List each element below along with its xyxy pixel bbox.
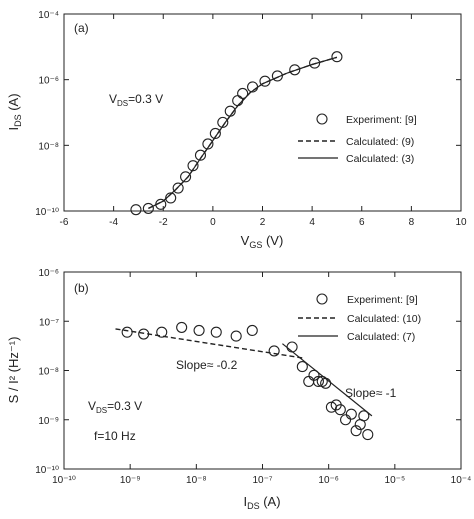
legend-b-calc10-label: Calculated: (10) [347,313,421,325]
experiment-point [165,192,177,204]
panel-b-slope-left: Slope≈ -0.2 [176,358,238,372]
experiment-point [180,171,192,183]
experiment-point [331,51,343,63]
experiment-point [320,377,332,389]
experiment-point [309,57,321,69]
experiment-point [224,105,236,117]
panel-b-slope-right: Slope≈ -1 [345,386,397,400]
x-tick-label: 10⁻⁵ [385,475,406,486]
experiment-point [138,328,150,340]
experiment-point [286,341,298,353]
experiment-point [345,408,357,420]
x-tick-label: 10⁻¹⁰ [52,475,76,486]
y-tick-label: 10⁻⁶ [38,268,59,279]
x-tick-label: 0 [210,217,216,228]
experiment-point [350,425,362,437]
x-tick-label: -4 [109,217,118,228]
panel-b: 10⁻¹⁰ 10⁻⁹ 10⁻⁸ 10⁻⁷ 10⁻⁶ 10⁻⁵ 10⁻⁴ 10⁻¹⁰10⁻⁹1… [6,268,471,511]
x-tick-label: -2 [159,217,168,228]
x-tick-label: 4 [309,217,315,228]
experiment-point [155,198,167,210]
experiment-point [271,70,283,82]
experiment-point [193,324,205,337]
experiment-point [209,127,221,140]
panel-b-x-axis-label: IDS (A) [243,494,280,511]
y-tick-label: 10⁻⁹ [38,416,59,427]
experiment-point [156,326,168,338]
y-tick-label: 10⁻⁸ [38,141,59,152]
panel-b-x-ticks: 10⁻¹⁰ 10⁻⁹ 10⁻⁸ 10⁻⁷ 10⁻⁶ 10⁻⁵ 10⁻⁴ [52,272,471,486]
x-tick-label: 10⁻⁴ [451,475,472,486]
legend-a-experiment-marker [316,113,328,125]
x-tick-label: 10⁻⁸ [186,475,207,486]
y-tick-label: 10⁻⁸ [38,367,59,378]
experiment-point [217,116,229,128]
y-tick-label: 10⁻¹⁰ [35,207,59,218]
experiment-point [340,414,352,426]
panel-a-x-axis-label: VGS (V) [241,233,284,250]
experiment-point [202,138,214,150]
x-tick-label: 10⁻⁹ [120,475,141,486]
experiment-point [268,345,280,357]
x-tick-label: -6 [60,217,69,228]
x-tick-label: 10⁻⁷ [252,475,272,486]
y-tick-label: 10⁻¹⁰ [35,465,59,476]
x-tick-label: 10 [455,217,467,228]
experiment-point [121,326,133,338]
x-tick-label: 2 [260,217,266,228]
x-tick-label: 8 [409,217,415,228]
experiment-point [246,324,258,337]
panel-a-y-axis-label: IDS (A) [6,93,23,130]
legend-b-experiment-label: Experiment: [9] [347,294,418,306]
calculated-9-line [148,56,338,210]
panel-a-legend: Experiment: [9] Calculated: (9) Calculat… [298,113,417,165]
experiment-point [303,375,315,387]
panel-a-label: (a) [74,21,89,35]
panel-a-vds-annotation: VDS=0.3 V [109,92,163,108]
experiment-point [187,160,199,172]
experiment-point [259,75,271,87]
panel-b-y-ticks: 10⁻¹⁰ 10⁻⁹ 10⁻⁸ 10⁻⁷ 10⁻⁶ [35,268,461,476]
experiment-point [210,326,222,338]
panel-b-label: (b) [74,281,89,295]
experiment-point [230,330,242,342]
experiment-point [172,182,184,194]
experiment-point [296,361,308,373]
x-tick-label: 10⁻⁶ [318,475,339,486]
legend-a-experiment-label: Experiment: [9] [346,114,417,126]
panel-a-markers [130,51,343,216]
panel-b-markers [121,321,374,441]
panel-b-frequency-annotation: f=10 Hz [94,429,136,443]
experiment-point [232,95,244,107]
experiment-point [237,87,249,100]
y-tick-label: 10⁻⁷ [39,317,59,328]
experiment-point [312,375,324,387]
panel-a: -6 -4 -2 0 2 4 6 8 10 10⁻¹⁰ 10⁻⁸ 10⁻⁶ 10⁻⁴ (a) VDS=… [6,10,467,250]
legend-b-calc7-label: Calculated: (7) [347,331,415,343]
experiment-point [362,429,374,441]
panel-a-y-ticks: 10⁻¹⁰ 10⁻⁸ 10⁻⁶ 10⁻⁴ [35,10,461,218]
experiment-point [176,321,188,333]
calculated-10-line [115,328,303,359]
experiment-point [130,204,142,216]
x-tick-label: 6 [359,217,365,228]
panel-a-plot-frame [63,13,462,212]
y-tick-label: 10⁻⁴ [38,10,59,21]
panel-b-legend: Experiment: [9] Calculated: (10) Calcula… [298,293,421,343]
experiment-point [289,64,301,76]
experiment-point [247,81,259,93]
experiment-point [358,410,370,422]
panel-b-vds-annotation: VDS=0.3 V [88,399,142,415]
legend-a-calc3-label: Calculated: (3) [346,153,414,165]
legend-b-experiment-marker [316,293,328,305]
calculated-3-line [148,56,338,209]
experiment-point [334,404,346,416]
experiment-point [142,202,154,214]
panel-b-y-axis-label: S / I² (Hz⁻¹) [6,337,21,404]
panel-a-lines [148,56,338,210]
y-tick-label: 10⁻⁶ [38,76,59,87]
experiment-point [194,149,207,161]
legend-a-calc9-label: Calculated: (9) [346,136,414,148]
